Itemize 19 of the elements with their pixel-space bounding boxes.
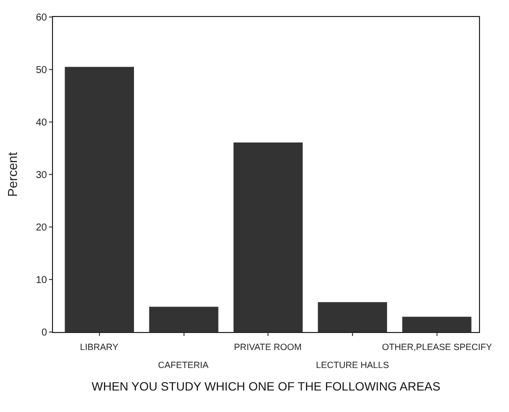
bar [402,316,472,332]
x-tick-label: LIBRARY [80,342,118,352]
bar [234,142,303,332]
y-tick-label: 20 [36,222,48,234]
x-tick-label: LECTURE HALLS [316,360,390,370]
y-tick-label: 50 [36,65,48,76]
bar [64,66,134,332]
x-tick-label: PRIVATE ROOM [234,342,302,352]
x-tick-label: OTHER,PLEASE SPECIFY [382,342,492,352]
y-axis-title: Percent [4,152,20,197]
y-tick-label: 40 [36,118,48,128]
y-tick-label: 0 [41,328,48,338]
bar [318,302,388,332]
y-tick-label: 60 [36,12,48,24]
y-tick-label: 10 [36,275,48,286]
x-tick-label: CAFETERIA [158,360,209,370]
x-axis-title: WHEN YOU STUDY WHICH ONE OF THE FOLLOWING AREAS [92,380,440,394]
y-tick-label: 30 [36,170,48,181]
bar [149,306,218,332]
